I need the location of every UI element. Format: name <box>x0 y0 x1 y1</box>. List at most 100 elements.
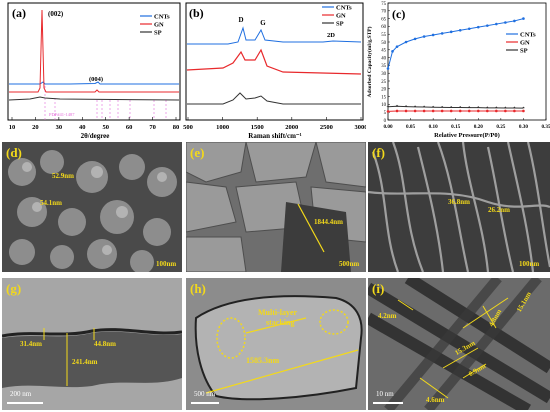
data-point <box>512 106 516 108</box>
data-point <box>476 106 480 108</box>
data-point <box>440 32 444 35</box>
sem-image-d <box>2 142 182 272</box>
data-point <box>386 105 390 107</box>
y-tick-label: 60 <box>381 25 386 30</box>
x-tick-label: 40 <box>79 124 86 131</box>
series-group <box>386 17 525 113</box>
legend-entry: SP <box>154 30 162 37</box>
y-tick-label: 35 <box>381 64 386 69</box>
data-point <box>485 106 489 108</box>
annotation-stacking: stacking <box>266 318 295 327</box>
data-point <box>404 40 408 44</box>
scale-bar-label: 100nm <box>519 260 540 268</box>
data-point <box>476 25 480 29</box>
data-point <box>413 105 417 107</box>
data-point <box>522 109 525 113</box>
x-tick-labels: 500 1000 1500 2000 2500 3000 <box>183 117 366 131</box>
panel-label-e: (e) <box>190 145 205 160</box>
data-point <box>395 45 399 48</box>
series-sp-curve <box>187 92 361 105</box>
data-point <box>467 109 471 113</box>
axes: 0 5 10 15 20 25 30 35 40 45 50 55 60 65 70 75 0.00 0.05 0.… <box>381 2 550 130</box>
y-tick-label: 10 <box>381 103 386 108</box>
panel-g-tem: (g) 31.4nm 44.8nm 241.4nm 200 nm <box>2 278 182 410</box>
data-point <box>404 109 408 113</box>
x-tick-label: 500 <box>183 124 193 131</box>
annotation-54-1nm: 54.1nm <box>40 199 62 207</box>
data-point <box>458 29 462 32</box>
series-cnts-curve <box>9 81 179 85</box>
y-tick-label: 50 <box>381 41 386 46</box>
x-axis-label: 2θ/degree <box>81 132 110 140</box>
panel-label-f: (f) <box>372 145 385 160</box>
panel-e-sem: (e) 1844.4nm 500nm <box>186 142 366 272</box>
y-tick-label: 55 <box>381 33 386 38</box>
data-point <box>467 106 471 108</box>
y-tick-label: 25 <box>381 80 386 85</box>
data-point <box>422 109 426 113</box>
raman-chart: D G 2D 500 1000 1500 2000 2500 3000 Raman shi… <box>183 2 366 140</box>
annotation-1844-4nm: 1844.4nm <box>314 218 343 226</box>
y-tick-label: 20 <box>381 88 386 93</box>
plot-frame <box>387 2 547 121</box>
scale-bar-label: 100nm <box>156 260 177 268</box>
data-point <box>495 109 498 113</box>
data-point <box>504 109 507 113</box>
annotation-52-9nm: 52.9nm <box>52 172 74 180</box>
data-point <box>486 24 489 27</box>
data-point <box>440 109 444 113</box>
panel-a-xrd: (002) (004) PDF#41-1487 10 20 30 40 50 60 70 80… <box>0 0 183 140</box>
x-tick-label: 0.00 <box>383 124 392 130</box>
data-point <box>386 67 390 70</box>
data-point <box>440 105 444 108</box>
x-tick-label: 0.20 <box>474 124 483 130</box>
plot-frame <box>7 2 181 121</box>
data-point <box>422 35 426 38</box>
data-point <box>431 33 435 37</box>
data-point <box>522 17 525 20</box>
panel-c-bet: 0 5 10 15 20 25 30 35 40 45 50 55 60 65 70 75 0.00 0.05 0.… <box>366 0 550 140</box>
annotation-31-4nm: 31.4nm <box>20 340 42 348</box>
annotation-241-4nm: 241.4nm <box>72 358 98 366</box>
panel-b-raman: D G 2D 500 1000 1500 2000 2500 3000 Raman shi… <box>183 0 366 140</box>
panel-label-b: (b) <box>189 6 204 20</box>
peak-label-g: G <box>260 19 266 27</box>
annotation-36-8nm: 36.8nm <box>448 198 470 206</box>
y-tick-label: 40 <box>381 56 386 61</box>
annotation-26-2nm: 26.2nm <box>488 206 510 214</box>
xrd-chart: (002) (004) PDF#41-1487 10 20 30 40 50 60 70 80… <box>7 2 181 140</box>
y-tick-label: 5 <box>384 111 387 116</box>
data-point <box>513 109 516 113</box>
x-axis-label: Raman shift/cm⁻¹ <box>248 132 301 140</box>
series-line <box>387 105 524 109</box>
peak-label-004: (004) <box>89 76 103 83</box>
data-point <box>449 30 453 34</box>
panel-label-g: (g) <box>6 281 22 296</box>
scale-bar-label: 500nm <box>339 260 360 268</box>
y-axis-label: Adsorbed Capacity(ml/g,STP) <box>366 26 373 97</box>
legend-entry: SP <box>336 21 344 28</box>
x-tick-label: 3000 <box>355 124 367 131</box>
panel-f-sem: (f) 36.8nm 26.2nm 100nm <box>368 142 550 272</box>
y-tick-label: 0 <box>384 119 387 124</box>
annotation-1585-3nm: 1585.3nm <box>246 356 280 365</box>
data-point <box>476 109 480 113</box>
x-tick-label: 70 <box>149 124 156 131</box>
x-tick-label: 30 <box>56 124 63 131</box>
data-point <box>458 109 462 113</box>
x-tick-label: 80 <box>173 124 180 131</box>
sem-image-e <box>186 142 366 272</box>
x-tick-label: 20 <box>32 124 39 131</box>
sem-image-f <box>368 142 550 272</box>
series-cnts-curve <box>187 26 362 45</box>
x-tick-label: 0.10 <box>429 124 438 130</box>
annotation-4-2nm: 4.2nm <box>378 312 397 320</box>
legend-entry: CNTs <box>336 5 352 12</box>
scale-bar-label: 10 nm <box>376 390 394 398</box>
data-point <box>391 50 394 53</box>
data-point <box>413 37 417 41</box>
